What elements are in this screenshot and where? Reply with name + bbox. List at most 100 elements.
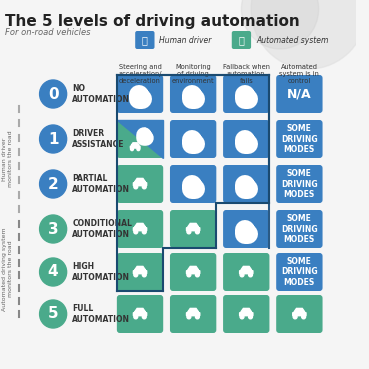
- Text: 3: 3: [48, 221, 58, 237]
- Circle shape: [39, 125, 67, 153]
- FancyBboxPatch shape: [276, 165, 323, 203]
- FancyBboxPatch shape: [117, 253, 163, 291]
- FancyBboxPatch shape: [130, 145, 141, 149]
- Text: NO
AUTOMATION: NO AUTOMATION: [72, 84, 130, 104]
- Text: N/A: N/A: [287, 87, 312, 100]
- FancyBboxPatch shape: [117, 165, 163, 203]
- Polygon shape: [243, 92, 249, 98]
- Circle shape: [39, 170, 67, 198]
- FancyBboxPatch shape: [133, 270, 147, 275]
- Circle shape: [191, 177, 196, 181]
- Circle shape: [244, 87, 248, 91]
- Text: Fallback when
automation
fails: Fallback when automation fails: [223, 64, 270, 84]
- FancyBboxPatch shape: [135, 31, 155, 49]
- Circle shape: [249, 315, 252, 319]
- Text: 🚗: 🚗: [238, 35, 244, 45]
- Text: For on-road vehicles: For on-road vehicles: [5, 28, 90, 37]
- Circle shape: [138, 87, 142, 91]
- Text: 4: 4: [48, 265, 58, 279]
- FancyBboxPatch shape: [276, 75, 323, 113]
- FancyBboxPatch shape: [117, 295, 163, 333]
- Text: 0: 0: [48, 86, 58, 101]
- Circle shape: [293, 315, 297, 319]
- Text: PARTIAL
AUTOMATION: PARTIAL AUTOMATION: [72, 174, 130, 194]
- Circle shape: [244, 222, 248, 226]
- Circle shape: [143, 128, 146, 132]
- FancyBboxPatch shape: [186, 312, 200, 316]
- Text: HIGH
AUTOMATION: HIGH AUTOMATION: [72, 262, 130, 282]
- FancyBboxPatch shape: [276, 295, 323, 333]
- Text: Monitoring
of driving
environment: Monitoring of driving environment: [172, 64, 214, 84]
- FancyBboxPatch shape: [239, 312, 254, 316]
- Circle shape: [142, 315, 146, 319]
- Circle shape: [142, 185, 146, 189]
- FancyBboxPatch shape: [223, 210, 269, 248]
- FancyBboxPatch shape: [239, 270, 254, 275]
- FancyBboxPatch shape: [223, 120, 269, 158]
- Polygon shape: [241, 308, 252, 312]
- Circle shape: [142, 230, 146, 234]
- Polygon shape: [188, 266, 199, 270]
- Circle shape: [137, 148, 140, 151]
- Circle shape: [39, 215, 67, 243]
- Circle shape: [191, 132, 196, 136]
- FancyBboxPatch shape: [170, 253, 216, 291]
- FancyBboxPatch shape: [133, 182, 147, 186]
- Polygon shape: [135, 178, 145, 182]
- Circle shape: [241, 0, 319, 49]
- FancyBboxPatch shape: [170, 75, 216, 113]
- Circle shape: [134, 185, 138, 189]
- FancyBboxPatch shape: [223, 165, 269, 203]
- FancyBboxPatch shape: [170, 165, 216, 203]
- Circle shape: [244, 132, 248, 136]
- Circle shape: [244, 177, 248, 181]
- Polygon shape: [131, 143, 139, 145]
- Polygon shape: [135, 308, 145, 312]
- Text: The 5 levels of driving automation: The 5 levels of driving automation: [5, 14, 300, 29]
- Text: 🚶: 🚶: [142, 35, 148, 45]
- Polygon shape: [190, 182, 196, 188]
- Circle shape: [134, 315, 138, 319]
- Polygon shape: [243, 182, 249, 188]
- Circle shape: [187, 230, 191, 234]
- Circle shape: [134, 273, 138, 277]
- Polygon shape: [188, 223, 199, 227]
- Circle shape: [251, 0, 367, 69]
- FancyBboxPatch shape: [170, 120, 216, 158]
- Text: Automated
system is in
control: Automated system is in control: [279, 64, 319, 84]
- FancyBboxPatch shape: [133, 227, 147, 231]
- Circle shape: [142, 273, 146, 277]
- Polygon shape: [137, 92, 143, 98]
- FancyBboxPatch shape: [276, 120, 323, 158]
- Circle shape: [240, 315, 244, 319]
- FancyBboxPatch shape: [117, 75, 163, 113]
- Circle shape: [196, 230, 199, 234]
- Text: SOME
DRIVING
MODES: SOME DRIVING MODES: [281, 214, 318, 244]
- Circle shape: [134, 230, 138, 234]
- Circle shape: [196, 315, 199, 319]
- FancyBboxPatch shape: [276, 253, 323, 291]
- Text: SOME
DRIVING
MODES: SOME DRIVING MODES: [281, 124, 318, 154]
- Text: Human driver: Human driver: [159, 35, 212, 45]
- Polygon shape: [294, 308, 305, 312]
- FancyBboxPatch shape: [117, 210, 163, 248]
- Circle shape: [302, 315, 306, 319]
- FancyBboxPatch shape: [223, 295, 269, 333]
- FancyBboxPatch shape: [170, 295, 216, 333]
- Text: Automated driving system
monitors the road: Automated driving system monitors the ro…: [2, 227, 13, 311]
- Text: SOME
DRIVING
MODES: SOME DRIVING MODES: [281, 169, 318, 199]
- Circle shape: [187, 273, 191, 277]
- Polygon shape: [188, 308, 199, 312]
- FancyBboxPatch shape: [186, 270, 200, 275]
- Circle shape: [187, 315, 191, 319]
- Polygon shape: [117, 120, 163, 158]
- FancyBboxPatch shape: [232, 31, 251, 49]
- Text: 5: 5: [48, 307, 58, 321]
- Polygon shape: [142, 132, 147, 137]
- FancyBboxPatch shape: [276, 210, 323, 248]
- Circle shape: [131, 148, 134, 151]
- FancyBboxPatch shape: [223, 253, 269, 291]
- FancyBboxPatch shape: [186, 227, 200, 231]
- FancyBboxPatch shape: [223, 75, 269, 113]
- Polygon shape: [243, 137, 249, 143]
